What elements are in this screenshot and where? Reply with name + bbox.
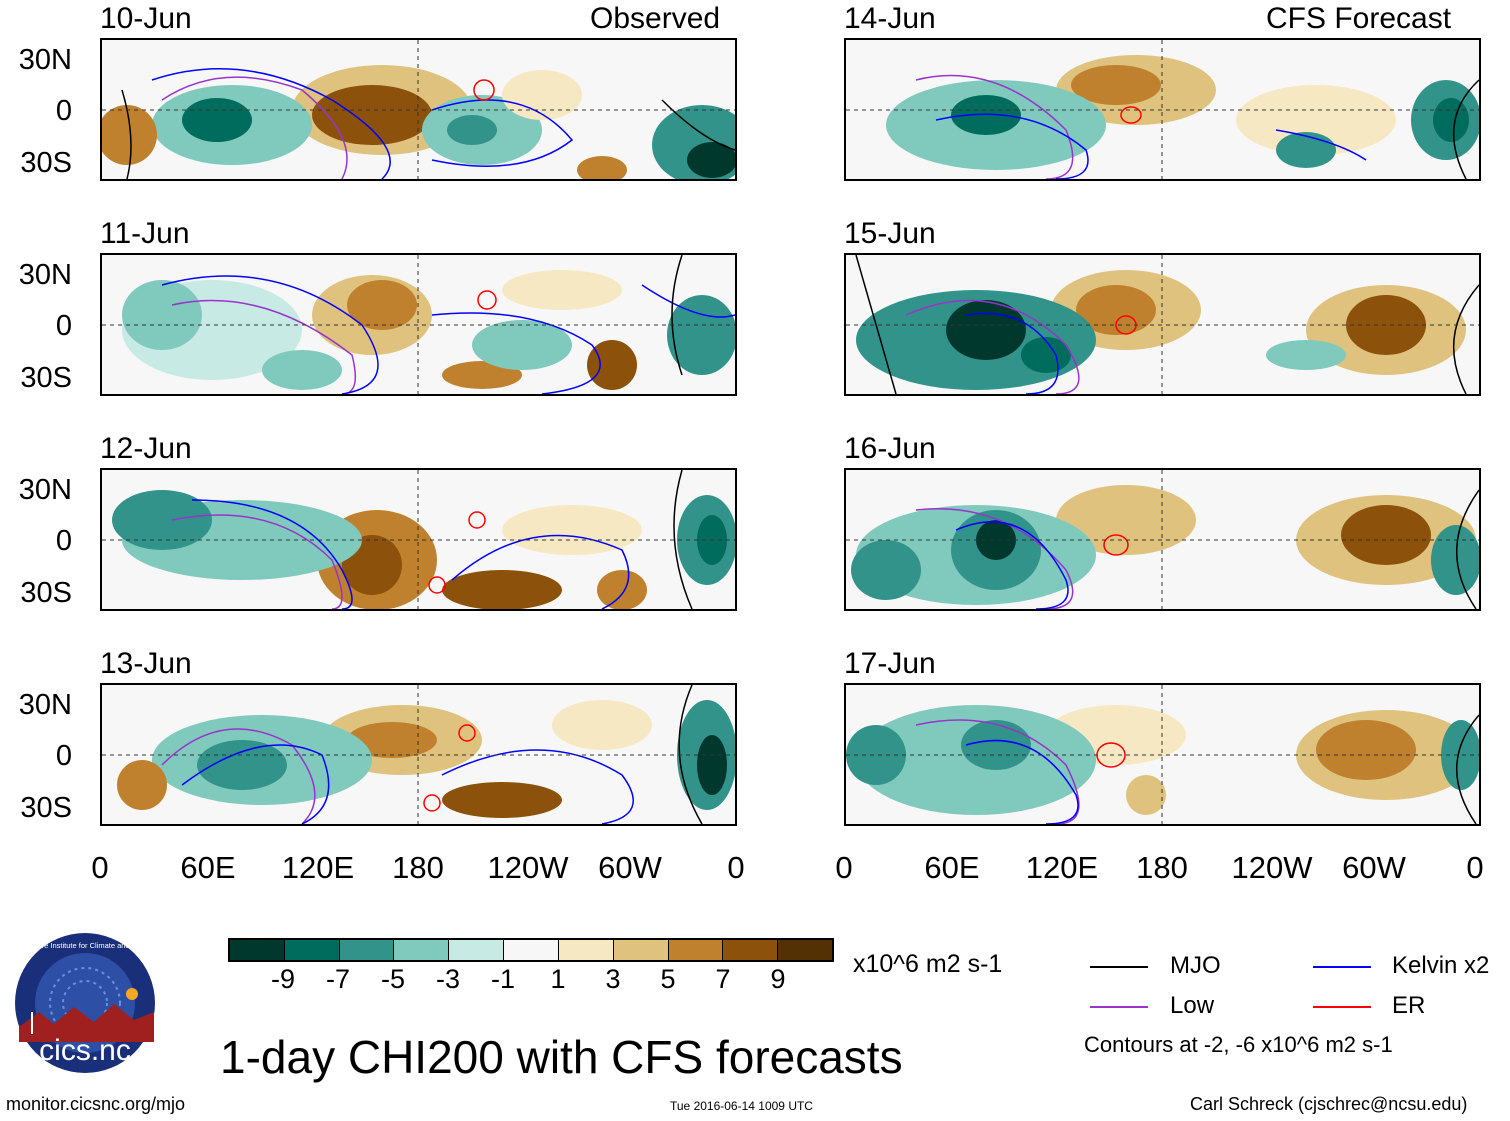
xtick-60w: 60W [1342, 850, 1406, 885]
xtick-0-end: 0 [727, 850, 745, 885]
colorbar-label: 1 [550, 964, 566, 994]
xtick-180: 180 [392, 850, 444, 885]
colorbar-label: -3 [435, 964, 460, 994]
xtick-0: 0 [91, 850, 109, 885]
colorbar-swatch [284, 940, 340, 960]
panel-date-14jun: 14-Jun [844, 2, 936, 35]
colorbar-swatch [449, 940, 505, 960]
xtick-60e: 60E [924, 850, 980, 885]
colorbar-label: -5 [380, 964, 405, 994]
ytick-30s: 30S [20, 792, 72, 824]
colorbar-label: 7 [715, 964, 731, 994]
map-panel-14jun [844, 38, 1481, 181]
cicsnc-logo: cics.nc Cooperative Institute for Climat… [8, 932, 162, 1074]
map-panel-13jun [100, 683, 737, 826]
legend-kelvin-line [1313, 966, 1371, 968]
footer-author: Carl Schreck (cjschrec@ncsu.edu) [1190, 1094, 1468, 1114]
map-panel-16jun [844, 468, 1481, 611]
colorbar-label: -9 [270, 964, 295, 994]
map-panel-11jun [100, 253, 737, 396]
xtick-120w: 120W [487, 850, 569, 885]
logo-ring-text: Cooperative Institute for Climate and Sa… [14, 941, 156, 950]
colorbar-units: x10^6 m2 s-1 [853, 950, 1003, 978]
panel-date-16jun: 16-Jun [844, 432, 936, 465]
ytick-eq: 0 [55, 525, 72, 557]
logo-text: cics.nc [39, 1034, 131, 1067]
xtick-120w: 120W [1231, 850, 1313, 885]
xtick-180: 180 [1136, 850, 1188, 885]
colorbar-swatch [558, 940, 614, 960]
xtick-120e: 120E [281, 850, 355, 885]
main-title: 1-day CHI200 with CFS forecasts [220, 1031, 903, 1083]
ytick-30n: 30N [18, 44, 72, 76]
panel-date-15jun: 15-Jun [844, 217, 936, 250]
colorbar-label: -1 [490, 964, 515, 994]
legend-mjo-label: MJO [1170, 952, 1221, 979]
ytick-eq: 0 [55, 740, 72, 772]
xtick-120e: 120E [1025, 850, 1099, 885]
legend-low-line [1090, 1006, 1148, 1008]
colorbar-swatch [778, 940, 832, 960]
xtick-0: 0 [835, 850, 853, 885]
colorbar-swatch [394, 940, 450, 960]
ytick-eq: 0 [55, 310, 72, 342]
ytick-30n: 30N [18, 474, 72, 506]
ytick-30s: 30S [20, 362, 72, 394]
cfs-forecast-header: CFS Forecast [1266, 2, 1452, 35]
map-panel-12jun [100, 468, 737, 611]
colorbar-label: 9 [770, 964, 786, 994]
colorbar-label: 5 [660, 964, 676, 994]
panel-date-11jun: 11-Jun [100, 217, 190, 250]
legend-contours-note: Contours at -2, -6 x10^6 m2 s-1 [1084, 1032, 1393, 1057]
ytick-eq: 0 [55, 95, 72, 127]
colorbar [228, 938, 834, 962]
colorbar-label: -7 [325, 964, 350, 994]
xtick-60e: 60E [180, 850, 236, 885]
legend-er-line [1313, 1006, 1371, 1008]
panel-date-13jun: 13-Jun [100, 647, 192, 680]
legend-low-label: Low [1170, 992, 1215, 1019]
ytick-30s: 30S [20, 147, 72, 179]
xtick-60w: 60W [598, 850, 662, 885]
footer-url[interactable]: monitor.cicsnc.org/mjo [6, 1094, 186, 1114]
panel-date-12jun: 12-Jun [100, 432, 192, 465]
footer-timestamp: Tue 2016-06-14 1009 UTC [670, 1099, 813, 1113]
colorbar-swatch [668, 940, 724, 960]
ytick-30n: 30N [18, 259, 72, 291]
colorbar-label: 3 [605, 964, 621, 994]
map-panel-15jun [844, 253, 1481, 396]
colorbar-swatch [230, 940, 285, 960]
legend-er-label: ER [1392, 992, 1426, 1019]
legend-mjo-line [1090, 966, 1148, 968]
panel-date-10jun: 10-Jun [100, 2, 192, 35]
colorbar-swatch [613, 940, 669, 960]
legend-kelvin-label: Kelvin x2 [1392, 952, 1490, 979]
map-panel-10jun [100, 38, 737, 181]
colorbar-swatch [723, 940, 779, 960]
observed-header: Observed [590, 2, 721, 35]
map-panel-17jun [844, 683, 1481, 826]
colorbar-swatch [339, 940, 395, 960]
colorbar-swatch [504, 940, 559, 960]
xtick-0-end: 0 [1466, 850, 1484, 885]
ytick-30s: 30S [20, 577, 72, 609]
ytick-30n: 30N [18, 689, 72, 721]
panel-date-17jun: 17-Jun [844, 647, 936, 680]
